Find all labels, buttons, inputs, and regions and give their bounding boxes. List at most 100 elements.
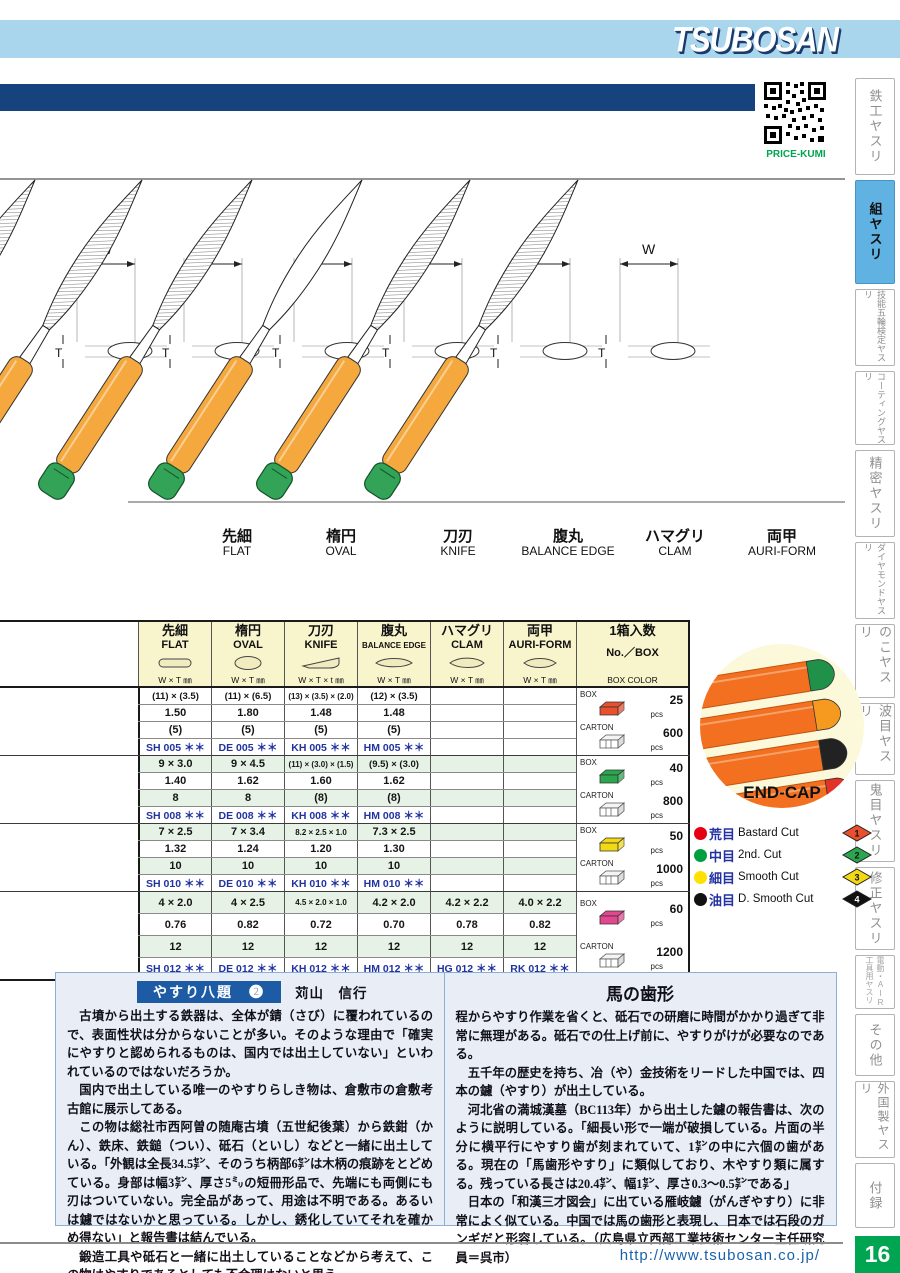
column-header-auri-form: 両甲 AURI-FORM W × T ㎜ xyxy=(503,622,576,686)
table-block-1: 9 × 3.0 9 × 4.5 (11) × (3.0) × (1.5) (9.5) … xyxy=(0,756,690,824)
table-cell: 8 xyxy=(211,790,284,806)
box-icon xyxy=(598,837,626,853)
svg-text:3: 3 xyxy=(854,873,859,883)
sidebar-tab-4[interactable]: 精密ヤスリ xyxy=(855,450,895,538)
table-cell: 10 xyxy=(284,858,357,874)
table-cell xyxy=(503,705,576,721)
legend-item-3: 油目 D. Smooth Cut 4 xyxy=(694,888,872,910)
page-number: 16 xyxy=(855,1236,900,1273)
table-cell xyxy=(503,722,576,738)
box-count: BOX 40 pcs xyxy=(580,758,683,788)
table-cell: (9.5) × (3.0) xyxy=(357,756,430,772)
table-cell: 4.5 × 2.0 × 1.0 xyxy=(284,892,357,913)
svg-text:1: 1 xyxy=(854,829,859,839)
sidebar-tab-13[interactable]: 付録 xyxy=(855,1163,895,1229)
paragraph: この物は総社市西阿曽の随庵古墳（五世紀後葉）から鉄鉗（かん）、鉄床、鉄鎚（つい）… xyxy=(67,1120,433,1245)
sidebar-tab-12[interactable]: 外国製ヤスリ xyxy=(855,1081,895,1159)
table-cell xyxy=(430,739,503,755)
box-count-cell: BOX 60 pcs CARTON 1200 pcs xyxy=(576,892,690,979)
sidebar-tab-1[interactable]: 組ヤスリ xyxy=(855,179,895,284)
table-cell: 12 xyxy=(503,936,576,957)
table-cell: 4.0 × 2.2 xyxy=(503,892,576,913)
file-label-balance-edge: 腹丸 BALANCE EDGE xyxy=(521,528,615,558)
svg-text:2: 2 xyxy=(854,851,859,861)
table-cell xyxy=(503,858,576,874)
table-cell: 0.76 xyxy=(138,914,211,935)
cut-grade-diamond-icon: 4 xyxy=(842,890,872,908)
table-cell: KH 010 ＊＊ xyxy=(284,875,357,891)
table-cell: (11) × (3.5) xyxy=(138,688,211,704)
table-cell: 0.72 xyxy=(284,914,357,935)
table-cell xyxy=(430,807,503,823)
qr-label: PRICE-KUMI xyxy=(766,149,826,160)
cut-color-dot xyxy=(694,892,707,906)
sidebar-tab-10[interactable]: 電動・AIR工具用ヤスリ xyxy=(855,955,895,1010)
carton-icon xyxy=(598,952,626,968)
table-cell: 0.70 xyxy=(357,914,430,935)
box-count: BOX 25 pcs xyxy=(580,690,683,720)
brand-logo: TSUBOSAN xyxy=(672,19,839,60)
box-count-cell: BOX 25 pcs CARTON 600 pcs xyxy=(576,688,690,755)
title-bar xyxy=(0,84,755,111)
table-cell: 1.62 xyxy=(211,773,284,789)
cut-color-dot xyxy=(694,848,707,862)
table-row: 1.32 1.24 1.20 1.30 xyxy=(138,841,576,858)
table-cell: HM 008 ＊＊ xyxy=(357,807,430,823)
carton-count: CARTON 800 pcs xyxy=(580,790,683,820)
sidebar-tab-3[interactable]: コーティングヤスリ xyxy=(855,370,895,446)
cross-section-icon xyxy=(234,656,262,670)
table-cell: 10 xyxy=(211,858,284,874)
footer-url[interactable]: http://www.tsubosan.co.jp/ xyxy=(619,1247,820,1264)
article-title-banner: やすり八題 ❷ xyxy=(137,981,281,1003)
table-row: 8 8 (8) (8) xyxy=(138,790,576,807)
table-row: 10 10 10 10 xyxy=(138,858,576,875)
paragraph: 河北省の満城漢墓（BC113年）から出土した鑢の報告書は、次のように説明している… xyxy=(455,1102,825,1191)
file-label-clam: ハマグリ CLAM xyxy=(644,528,705,558)
cut-grade-diamond-icon: 2 xyxy=(842,846,872,864)
sidebar-tab-2[interactable]: 技能五輪検定ヤスリ xyxy=(855,288,895,366)
sidebar-tab-9[interactable]: 修正ヤスリ xyxy=(855,866,895,951)
table-cell: 1.32 xyxy=(138,841,211,857)
table-cell: 1.80 xyxy=(211,705,284,721)
table-cell: 4 × 2.5 xyxy=(211,892,284,913)
sidebar-tab-0[interactable]: 鉄工ヤスリ xyxy=(855,78,895,175)
cut-color-dot xyxy=(694,870,707,884)
box-count: BOX 60 pcs xyxy=(580,899,683,929)
table-block-0: (11) × (3.5) (11) × (6.5) (13) × (3.5) × (… xyxy=(0,688,690,756)
box-count: BOX 50 pcs xyxy=(580,826,683,856)
files-illustration: W T xyxy=(0,170,845,572)
box-count-cell: BOX 50 pcs CARTON 1000 pcs xyxy=(576,824,690,891)
carton-icon xyxy=(598,733,626,749)
article-author: 苅山 信行 xyxy=(295,986,368,1001)
header-band xyxy=(0,20,900,58)
table-cell xyxy=(503,875,576,891)
column-header-flat: 先細 FLAT W × T ㎜ xyxy=(138,622,211,686)
sidebar-tab-5[interactable]: ダイヤモンドヤスリ xyxy=(855,542,895,620)
table-cell xyxy=(503,807,576,823)
table-cell: 12 xyxy=(138,936,211,957)
table-cell xyxy=(503,790,576,806)
sidebar-tab-6[interactable]: のこヤスリ xyxy=(855,624,895,698)
table-cell: KH 005 ＊＊ xyxy=(284,739,357,755)
legend-item-0: 荒目 Bastard Cut 1 xyxy=(694,822,872,844)
paragraph: 程からやすり作業を省くと、砥石での研磨に時間がかかり過ぎて非常に無理がある。砥石… xyxy=(455,1010,825,1061)
table-cell xyxy=(430,790,503,806)
table-cell xyxy=(430,858,503,874)
sidebar-tab-8[interactable]: 鬼目ヤスリ xyxy=(855,779,895,862)
table-cell: (5) xyxy=(211,722,284,738)
cut-legend: 荒目 Bastard Cut 1 中目 2nd. Cut 2 細目 Smooth Cut 3 油目… xyxy=(694,822,872,910)
table-cell xyxy=(503,756,576,772)
carton-icon xyxy=(598,869,626,885)
carton-count: CARTON 600 pcs xyxy=(580,722,683,752)
box-icon xyxy=(598,769,626,785)
file-label-oval: 楕円 OVAL xyxy=(325,528,357,558)
svg-text:4: 4 xyxy=(854,895,859,905)
table-row: 7 × 2.5 7 × 3.4 8.2 × 2.5 × 1.0 7.3 × 2.5 xyxy=(138,824,576,841)
table-cell: SH 005 ＊＊ xyxy=(138,739,211,755)
box-count-cell: BOX 40 pcs CARTON 800 pcs xyxy=(576,756,690,823)
table-cell xyxy=(503,824,576,840)
table-cell: 1.24 xyxy=(211,841,284,857)
sidebar-tab-11[interactable]: その他 xyxy=(855,1014,895,1077)
table-row: SH 010 ＊＊ DE 010 ＊＊ KH 010 ＊＊ HM 010 ＊＊ xyxy=(138,875,576,891)
